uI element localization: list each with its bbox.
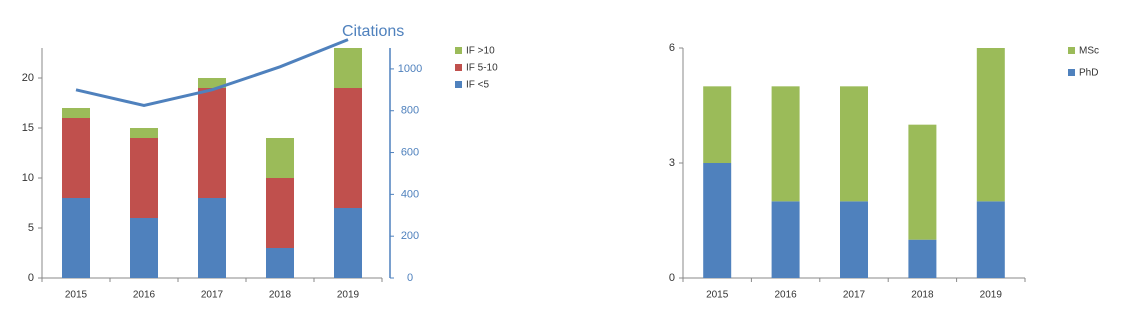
legend-label: IF >10 (466, 46, 495, 57)
bar-segment (198, 78, 226, 88)
x-tick-label: 2018 (911, 290, 934, 301)
x-tick-label: 2017 (201, 290, 224, 301)
legend-label: IF 5-10 (466, 63, 498, 74)
x-tick-label: 2016 (133, 290, 156, 301)
y2-tick-label: 0 (407, 272, 413, 284)
y2-tick-label: 800 (401, 105, 419, 117)
bar-segment (840, 201, 868, 278)
y-tick-label: 3 (669, 157, 675, 169)
bar-segment (62, 198, 90, 278)
x-tick-label: 2019 (980, 290, 1003, 301)
legend-swatch (455, 64, 462, 71)
bar-segment (62, 108, 90, 118)
bar-segment (703, 86, 732, 163)
legend-swatch (1068, 47, 1075, 54)
bar-segment (334, 48, 362, 88)
x-tick-label: 2015 (706, 290, 729, 301)
bar-segment (62, 118, 90, 198)
y2-tick-label: 600 (401, 146, 419, 158)
bar-segment (198, 88, 226, 198)
y-tick-label: 0 (28, 272, 34, 284)
bar-segment (198, 198, 226, 278)
legend-swatch (1068, 69, 1075, 76)
y-tick-label: 20 (22, 72, 34, 84)
y2-tick-label: 200 (401, 230, 419, 242)
y-tick-label: 15 (22, 122, 34, 134)
bar-segment (908, 239, 937, 278)
legend-swatch (455, 47, 462, 54)
bar-segment (334, 208, 362, 278)
citations-line (75, 38, 349, 108)
bar-segment (840, 86, 868, 202)
x-tick-label: 2017 (843, 290, 866, 301)
bar-segment (976, 201, 1005, 278)
x-tick-label: 2019 (337, 290, 360, 301)
bar-segment (130, 218, 158, 278)
x-tick-label: 2016 (774, 290, 797, 301)
legend-swatch (455, 81, 462, 88)
bar-segment (771, 86, 800, 202)
y2-tick-label: 400 (401, 188, 419, 200)
bar-segment (130, 128, 158, 138)
bar-segment (266, 178, 294, 248)
y-tick-label: 5 (28, 222, 34, 234)
bar-segment (908, 124, 937, 240)
y-tick-label: 6 (669, 42, 675, 54)
bar-segment (771, 201, 800, 278)
line-label: Citations (342, 23, 404, 40)
x-tick-label: 2018 (269, 290, 292, 301)
bar-segment (703, 163, 732, 278)
legend-label: PhD (1079, 68, 1098, 79)
y-tick-label: 10 (22, 172, 34, 184)
y2-tick-label: 1000 (398, 63, 422, 75)
bar-segment (130, 138, 158, 218)
bar-segment (334, 88, 362, 208)
bar-segment (266, 248, 294, 278)
legend-label: IF <5 (466, 80, 490, 91)
y-tick-label: 0 (669, 272, 675, 284)
bar-segment (266, 138, 294, 178)
x-tick-label: 2015 (65, 290, 88, 301)
bar-segment (976, 48, 1005, 202)
legend-label: MSc (1079, 46, 1099, 57)
